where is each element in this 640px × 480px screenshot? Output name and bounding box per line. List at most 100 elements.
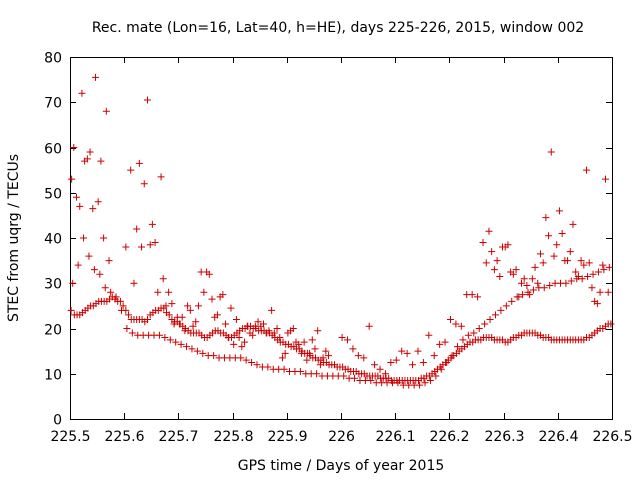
data-point	[585, 259, 593, 267]
data-point	[194, 302, 202, 310]
y-tick-label: 40	[44, 232, 62, 248]
data-point	[161, 334, 169, 342]
data-point	[338, 334, 346, 342]
data-point	[168, 300, 176, 308]
x-tick-label: 226.3	[484, 429, 524, 445]
data-point	[584, 272, 592, 280]
x-tick-label: 225.6	[104, 429, 144, 445]
data-point	[515, 293, 523, 301]
data-point	[485, 227, 493, 235]
data-point	[248, 358, 256, 366]
data-point	[165, 288, 173, 296]
data-point	[583, 166, 591, 174]
data-point	[116, 297, 124, 305]
data-point	[117, 306, 125, 314]
data-point	[199, 349, 207, 357]
data-point	[367, 377, 375, 385]
data-point	[97, 157, 105, 165]
data-point	[83, 155, 91, 163]
data-point	[508, 297, 516, 305]
data-point	[605, 263, 613, 271]
data-point	[300, 338, 308, 346]
data-point	[542, 214, 550, 222]
data-point	[589, 270, 597, 278]
data-point	[497, 306, 505, 314]
y-tick-label: 30	[44, 277, 62, 293]
data-point	[157, 173, 165, 181]
data-point	[419, 358, 427, 366]
data-point	[94, 198, 102, 206]
data-point	[148, 220, 156, 228]
data-point	[259, 320, 267, 328]
data-point	[443, 358, 451, 366]
data-point	[572, 268, 580, 276]
data-point	[184, 302, 192, 310]
data-point	[558, 229, 566, 237]
data-point	[166, 336, 174, 344]
data-point	[496, 272, 504, 280]
data-point	[144, 315, 152, 323]
data-point	[162, 302, 170, 310]
data-point	[502, 302, 510, 310]
data-point	[491, 311, 499, 319]
data-point	[534, 279, 542, 287]
data-point	[242, 356, 250, 364]
data-point	[596, 288, 604, 296]
x-tick-label: 226.1	[375, 429, 415, 445]
data-point	[188, 345, 196, 353]
data-point	[208, 295, 216, 303]
data-point	[454, 343, 462, 351]
data-point	[528, 275, 536, 283]
data-point	[192, 318, 200, 326]
data-point	[154, 288, 162, 296]
data-point	[189, 322, 197, 330]
data-point	[122, 243, 130, 251]
data-point	[529, 286, 537, 294]
y-tick-label: 80	[44, 51, 62, 67]
chart-title: Rec. mate (Lon=16, Lat=40, h=HE), days 2…	[92, 20, 584, 36]
data-point	[85, 252, 93, 260]
data-point	[593, 300, 601, 308]
data-point	[227, 304, 235, 312]
data-point	[130, 279, 138, 287]
data-point	[230, 340, 238, 348]
data-point	[562, 279, 570, 287]
data-point	[265, 327, 273, 335]
x-tick-label: 225.5	[50, 429, 90, 445]
data-point	[222, 320, 230, 328]
data-point	[392, 356, 400, 364]
x-axis-label: GPS time / Days of year 2015	[238, 458, 445, 474]
data-point	[78, 89, 86, 97]
data-point	[490, 266, 498, 274]
data-point	[520, 275, 528, 283]
data-point	[464, 331, 472, 339]
data-point	[550, 252, 558, 260]
data-point	[183, 343, 191, 351]
data-point	[564, 257, 572, 265]
data-point	[172, 338, 180, 346]
data-point	[146, 241, 154, 249]
data-point	[313, 370, 321, 378]
data-point	[268, 306, 276, 314]
data-point	[360, 354, 368, 362]
data-point	[165, 311, 173, 319]
x-tick-label: 226.2	[429, 429, 469, 445]
data-point	[200, 288, 208, 296]
data-point	[264, 363, 272, 371]
data-point	[213, 311, 221, 319]
data-point	[319, 354, 327, 362]
data-point	[119, 302, 127, 310]
data-point	[376, 365, 384, 373]
data-point	[599, 261, 607, 269]
data-point	[314, 327, 322, 335]
data-point	[193, 347, 201, 355]
data-point	[235, 334, 243, 342]
data-point	[238, 343, 246, 351]
data-point	[594, 268, 602, 276]
data-point	[128, 329, 136, 337]
data-point	[430, 352, 438, 360]
data-point	[482, 259, 490, 267]
data-point	[371, 361, 379, 369]
data-point	[105, 257, 113, 265]
data-point	[241, 338, 249, 346]
